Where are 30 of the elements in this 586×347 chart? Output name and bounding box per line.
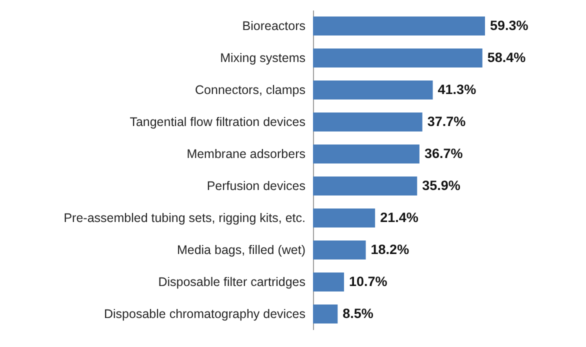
- y-tick-label: Pre-assembled tubing sets, rigging kits, etc.: [64, 211, 306, 225]
- data-label: 18.2%: [370, 242, 410, 257]
- data-label: 36.7%: [424, 146, 463, 161]
- bar: [313, 48, 482, 68]
- y-tick-label: Media bags, filled (wet): [176, 243, 306, 257]
- bar: [313, 208, 376, 228]
- bar: [313, 240, 366, 260]
- y-tick-label: Mixing systems: [220, 51, 306, 65]
- bar: [313, 16, 485, 36]
- y-tick-label: Bioreactors: [242, 19, 306, 33]
- data-label: 58.4%: [487, 50, 526, 65]
- y-tick-label: Membrane adsorbers: [186, 147, 306, 161]
- data-label: 10.7%: [349, 274, 388, 289]
- y-tick-label: Connectors, clamps: [195, 83, 306, 97]
- data-label: 59.3%: [490, 18, 528, 33]
- bar: [313, 272, 344, 292]
- data-label: 41.3%: [438, 82, 476, 97]
- bar: [313, 112, 422, 132]
- bar: [313, 80, 433, 100]
- y-tick-label: Disposable filter cartridges: [158, 275, 306, 289]
- y-tick-label: Perfusion devices: [206, 179, 306, 193]
- data-label: 37.7%: [427, 114, 466, 129]
- bar: [313, 144, 420, 164]
- data-label: 35.9%: [422, 178, 460, 193]
- bar: [313, 176, 418, 196]
- bar: [313, 304, 338, 324]
- y-tick-label: Disposable chromatography devices: [104, 307, 306, 321]
- y-tick-label: Tangential flow filtration devices: [130, 115, 306, 129]
- data-label: 8.5%: [342, 306, 374, 321]
- data-label: 21.4%: [380, 210, 418, 225]
